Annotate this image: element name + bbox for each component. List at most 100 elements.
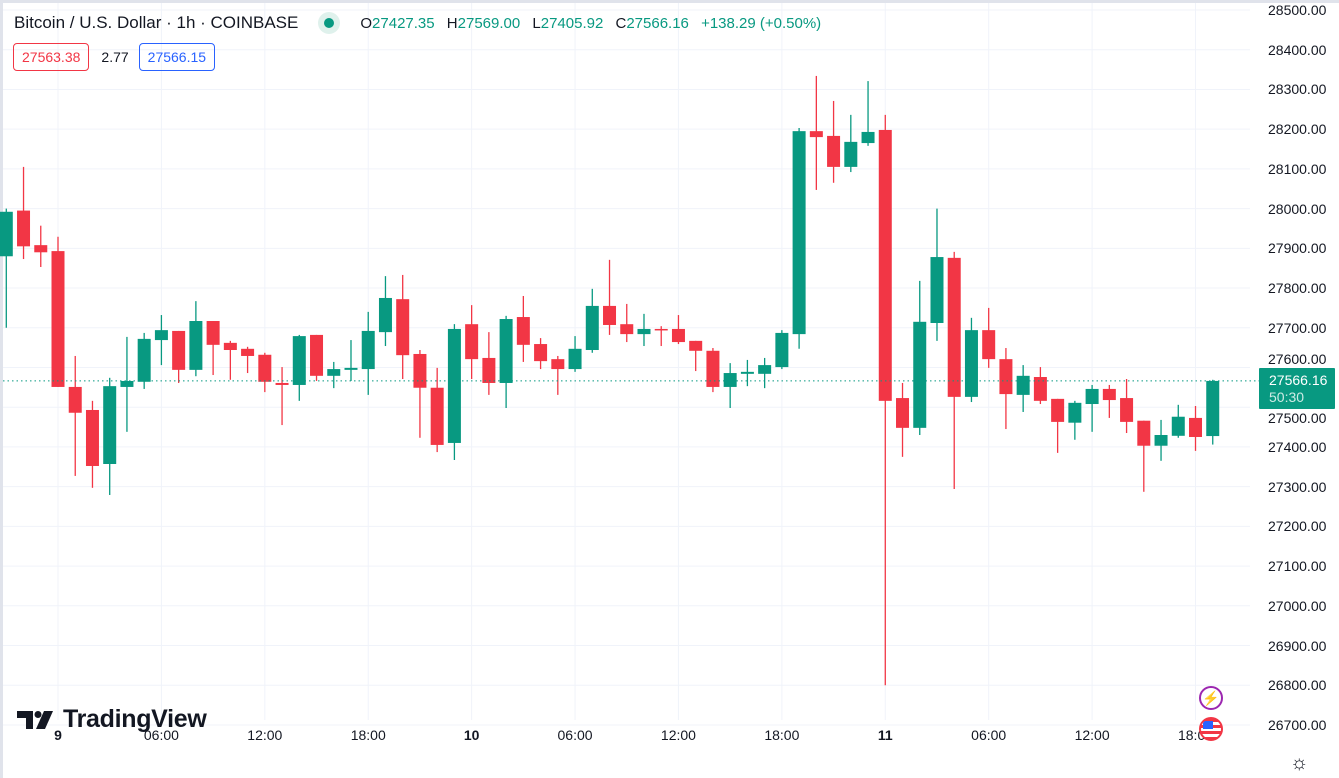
candle-body [1189, 417, 1203, 437]
candle-down [827, 100, 841, 183]
candle-up [120, 336, 134, 432]
candle-body [68, 386, 82, 413]
candle-down [172, 330, 186, 383]
candle-body [189, 321, 203, 370]
time-tick-label: 12:00 [247, 727, 283, 743]
candle-up [637, 313, 651, 347]
candle-body [275, 382, 289, 385]
candle-body [809, 131, 823, 138]
candle-up [792, 127, 806, 349]
candle-up [723, 363, 737, 408]
candle-down [1120, 378, 1134, 434]
spread-value: 2.77 [101, 49, 129, 65]
candle-body [241, 348, 255, 356]
candle-down [68, 355, 82, 476]
tradingview-logo[interactable]: TradingView [17, 705, 207, 734]
price-tick-label: 27900.00 [1268, 240, 1327, 257]
low-label: L [532, 14, 541, 32]
candle-body [344, 367, 358, 370]
lightning-icon[interactable]: ⚡ [1199, 686, 1223, 710]
candle-body [499, 319, 513, 383]
candle-up [499, 315, 513, 408]
candle-body [620, 324, 634, 335]
candle-body [723, 373, 737, 387]
candle-body [1016, 375, 1030, 395]
change-value: +138.29 (+0.50%) [701, 14, 822, 32]
candle-down [896, 382, 910, 457]
candle-down [413, 350, 427, 438]
candle-body [465, 324, 479, 360]
candle-body [568, 348, 582, 370]
symbol-header: Bitcoin / U.S. Dollar · 1h · COINBASE O2… [14, 12, 829, 34]
candle-up [568, 336, 582, 372]
candle-down [878, 114, 892, 686]
candle-up [1016, 365, 1030, 412]
candle-up [1154, 419, 1168, 461]
candle-body [654, 328, 668, 331]
candle-body [1068, 402, 1082, 423]
grid-lines [3, 3, 1250, 726]
time-tick-label: 12:00 [1074, 727, 1110, 743]
candle-body [482, 357, 496, 383]
market-open-status-icon [318, 12, 341, 34]
candle-down [17, 166, 31, 260]
candle-body [1206, 380, 1220, 437]
candle-body [689, 340, 703, 351]
time-tick-label: 06:00 [143, 727, 179, 743]
price-tick-label: 27600.00 [1268, 351, 1327, 367]
candle-body [327, 369, 341, 376]
candle-body [1051, 398, 1065, 422]
candle-body [947, 257, 961, 397]
settings-gear-icon[interactable]: ☼ [1290, 752, 1309, 774]
buy-price-button[interactable]: 27566.15 [138, 43, 216, 71]
candle-body [258, 354, 272, 382]
candle-body [413, 353, 427, 388]
price-tick-label: 26800.00 [1268, 677, 1327, 694]
price-tick-label: 27800.00 [1268, 280, 1327, 297]
high-value: 27569.00 [457, 14, 521, 32]
candle-body [792, 131, 806, 335]
window-frame-top [0, 0, 1339, 3]
candle-up [189, 301, 203, 377]
time-tick-label: 9 [54, 727, 62, 743]
candle-body [534, 344, 548, 362]
candle-body [1033, 377, 1047, 401]
candle-up [844, 114, 858, 173]
price-tick-label: 27500.00 [1268, 410, 1327, 426]
candle-down [465, 305, 479, 379]
time-tick-label: 10 [463, 727, 480, 743]
time-tick-label: 18:00 [764, 727, 800, 743]
candle-body [1102, 388, 1116, 401]
candle-body [896, 398, 910, 428]
candle-body [861, 131, 875, 144]
candle-down [706, 348, 720, 393]
candle-down [1137, 420, 1151, 492]
us-flag-icon[interactable] [1199, 717, 1223, 741]
time-tick-label: 11 [877, 727, 893, 743]
open-value: 27427.35 [372, 14, 435, 32]
candle-up [447, 324, 461, 461]
current-price-badge: 27566.16 50:30 [1259, 368, 1335, 409]
price-tick-label: 27700.00 [1268, 319, 1327, 336]
candle-up [964, 317, 978, 403]
candle-down [620, 303, 634, 343]
price-tick-label: 27200.00 [1268, 518, 1327, 535]
candle-down [223, 340, 237, 380]
low-value: 27405.92 [540, 14, 604, 32]
candle-down [551, 355, 565, 395]
candle-up [292, 334, 306, 401]
sell-price-button[interactable]: 27563.38 [13, 43, 90, 71]
candle-body [447, 328, 461, 443]
window-frame-left [0, 0, 3, 778]
candle-body [17, 210, 31, 247]
tradingview-logo-icon [17, 710, 53, 729]
candle-down [85, 400, 99, 488]
candle-up [758, 357, 772, 389]
candle-up [913, 280, 927, 436]
candle-up [585, 288, 599, 353]
candle-up [1206, 379, 1220, 445]
price-tick-label: 28300.00 [1268, 81, 1327, 98]
logo-text: TradingView [63, 705, 207, 733]
symbol-title[interactable]: Bitcoin / U.S. Dollar · 1h · COINBASE [14, 13, 299, 32]
